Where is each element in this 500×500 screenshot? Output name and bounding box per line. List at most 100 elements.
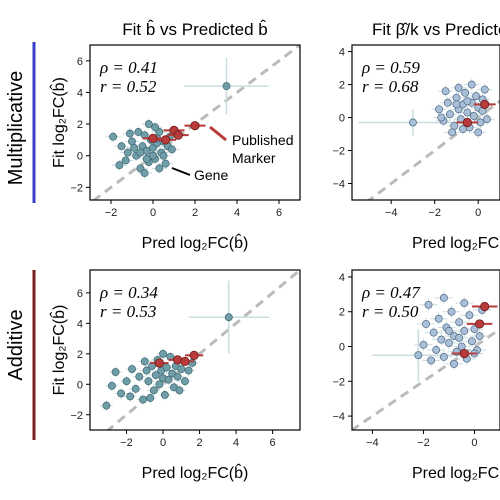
gene-point bbox=[437, 335, 446, 344]
y-tick-label: 2 bbox=[339, 307, 345, 319]
x-tick-label: −2 bbox=[417, 437, 430, 449]
gene-point bbox=[155, 164, 164, 173]
gene-point bbox=[424, 300, 433, 309]
y-tick-label: 0 bbox=[339, 113, 345, 125]
y-tick-label: 2 bbox=[77, 119, 83, 131]
gene-point bbox=[149, 386, 158, 395]
gene-point bbox=[125, 129, 134, 138]
x-tick-label: 0 bbox=[471, 437, 477, 449]
x-tick-label: 2 bbox=[197, 437, 203, 449]
gene-point bbox=[151, 123, 160, 132]
identity-line bbox=[105, 270, 300, 430]
gene-point bbox=[130, 143, 139, 152]
panel-0: −2 0 2 4 6 −2 0 2 4 6 ρ = 0.41r = 0.52 Fit b̂ vs Pr… bbox=[48, 19, 301, 252]
x-tick-label: −4 bbox=[385, 207, 398, 219]
x-axis-label: Pred log₂FC bbox=[412, 465, 499, 482]
y-tick-label: 6 bbox=[77, 56, 83, 68]
gene-point bbox=[102, 401, 111, 410]
gene-point bbox=[474, 128, 483, 137]
marker-point bbox=[154, 358, 164, 368]
gene-point bbox=[460, 299, 469, 307]
gene-point bbox=[146, 394, 155, 402]
plot-frame bbox=[89, 269, 301, 431]
plot-area bbox=[91, 45, 300, 200]
y-tick-label: 4 bbox=[339, 272, 345, 284]
x-tick-label: −4 bbox=[366, 437, 379, 449]
marker-point bbox=[148, 133, 158, 143]
marker-point bbox=[462, 117, 472, 128]
gene-point bbox=[121, 156, 130, 165]
gene-point bbox=[480, 85, 489, 94]
marker-point bbox=[459, 348, 469, 359]
marker-annotation-line1: Published bbox=[232, 132, 294, 148]
gene-point bbox=[115, 161, 124, 170]
gene-point bbox=[463, 108, 472, 117]
plot-area bbox=[358, 78, 500, 200]
plot-frame bbox=[351, 44, 500, 201]
y-tick-label: 6 bbox=[77, 288, 83, 300]
gene-point bbox=[445, 110, 454, 119]
y-tick-label: 0 bbox=[339, 342, 345, 354]
x-tick-label: −2 bbox=[428, 207, 441, 219]
row-label-multiplicative: Multiplicative bbox=[5, 71, 27, 185]
panel-3: −4 −2 0 −4 −2 0 2 4 ρ = 0.47r = 0.50 Pred log₂FC bbox=[332, 269, 500, 482]
gene-point bbox=[448, 128, 457, 137]
r-stat: r = 0.52 bbox=[100, 77, 157, 96]
rho-stat: ρ = 0.41 bbox=[99, 58, 158, 77]
gene-point bbox=[173, 372, 182, 381]
r-stat: r = 0.53 bbox=[100, 302, 156, 321]
gene-point bbox=[447, 307, 456, 316]
gene-point bbox=[184, 366, 193, 375]
gene-point bbox=[155, 380, 164, 389]
gene-point bbox=[122, 377, 131, 386]
y-tick-label: 4 bbox=[77, 87, 83, 99]
gene-point bbox=[450, 359, 459, 368]
row-label-additive: Additive bbox=[5, 309, 27, 380]
gene-point bbox=[445, 326, 453, 335]
y-tick-label: −4 bbox=[332, 411, 345, 423]
gene-point bbox=[455, 333, 464, 342]
gene-point bbox=[475, 332, 484, 341]
y-tick-label: −2 bbox=[70, 410, 83, 422]
y-axis-label: Fit log₂FC(b̂) bbox=[48, 77, 68, 168]
gene-point bbox=[181, 377, 189, 386]
gene-point bbox=[131, 384, 140, 393]
gene-point bbox=[463, 97, 472, 106]
plot-frame bbox=[351, 269, 500, 431]
marker-point bbox=[480, 301, 490, 312]
gene-point bbox=[455, 318, 464, 327]
gene-point bbox=[160, 391, 169, 399]
gene-point bbox=[128, 365, 136, 373]
gene-point bbox=[470, 325, 479, 334]
y-tick-label: −2 bbox=[332, 376, 345, 388]
gene-point bbox=[111, 368, 120, 377]
x-tick-label: 6 bbox=[276, 207, 282, 219]
gene-point bbox=[142, 366, 151, 375]
x-tick-label: −2 bbox=[105, 207, 118, 219]
marker-annotation-line2: Marker bbox=[232, 150, 276, 166]
gene-point bbox=[136, 148, 145, 157]
outlier-point bbox=[414, 351, 423, 360]
gene-point bbox=[144, 120, 153, 129]
gene-point bbox=[469, 111, 478, 120]
gene-point bbox=[467, 80, 476, 89]
panel-title: Fit β̂/k vs Predicted bbox=[372, 20, 500, 39]
panel-2: −2 0 2 4 6 −2 0 2 4 6 ρ = 0.34r = 0.53 Pred log₂FC(… bbox=[48, 269, 301, 482]
y-tick-label: 4 bbox=[339, 47, 345, 59]
gene-point bbox=[134, 128, 143, 136]
y-tick-label: 2 bbox=[77, 349, 83, 361]
marker-point bbox=[190, 121, 200, 131]
gene-point bbox=[445, 339, 453, 347]
gene-annotation-line bbox=[171, 167, 191, 176]
marker-annotation-line bbox=[209, 125, 227, 142]
gene-point bbox=[107, 381, 116, 390]
marker-point bbox=[180, 356, 190, 367]
marker-point bbox=[189, 350, 199, 360]
gene-point bbox=[140, 169, 149, 178]
x-tick-label: 0 bbox=[160, 437, 166, 449]
gene-point bbox=[142, 154, 151, 163]
x-tick-label: 0 bbox=[475, 207, 481, 219]
gene-point bbox=[144, 377, 153, 386]
y-tick-label: 2 bbox=[339, 80, 345, 92]
